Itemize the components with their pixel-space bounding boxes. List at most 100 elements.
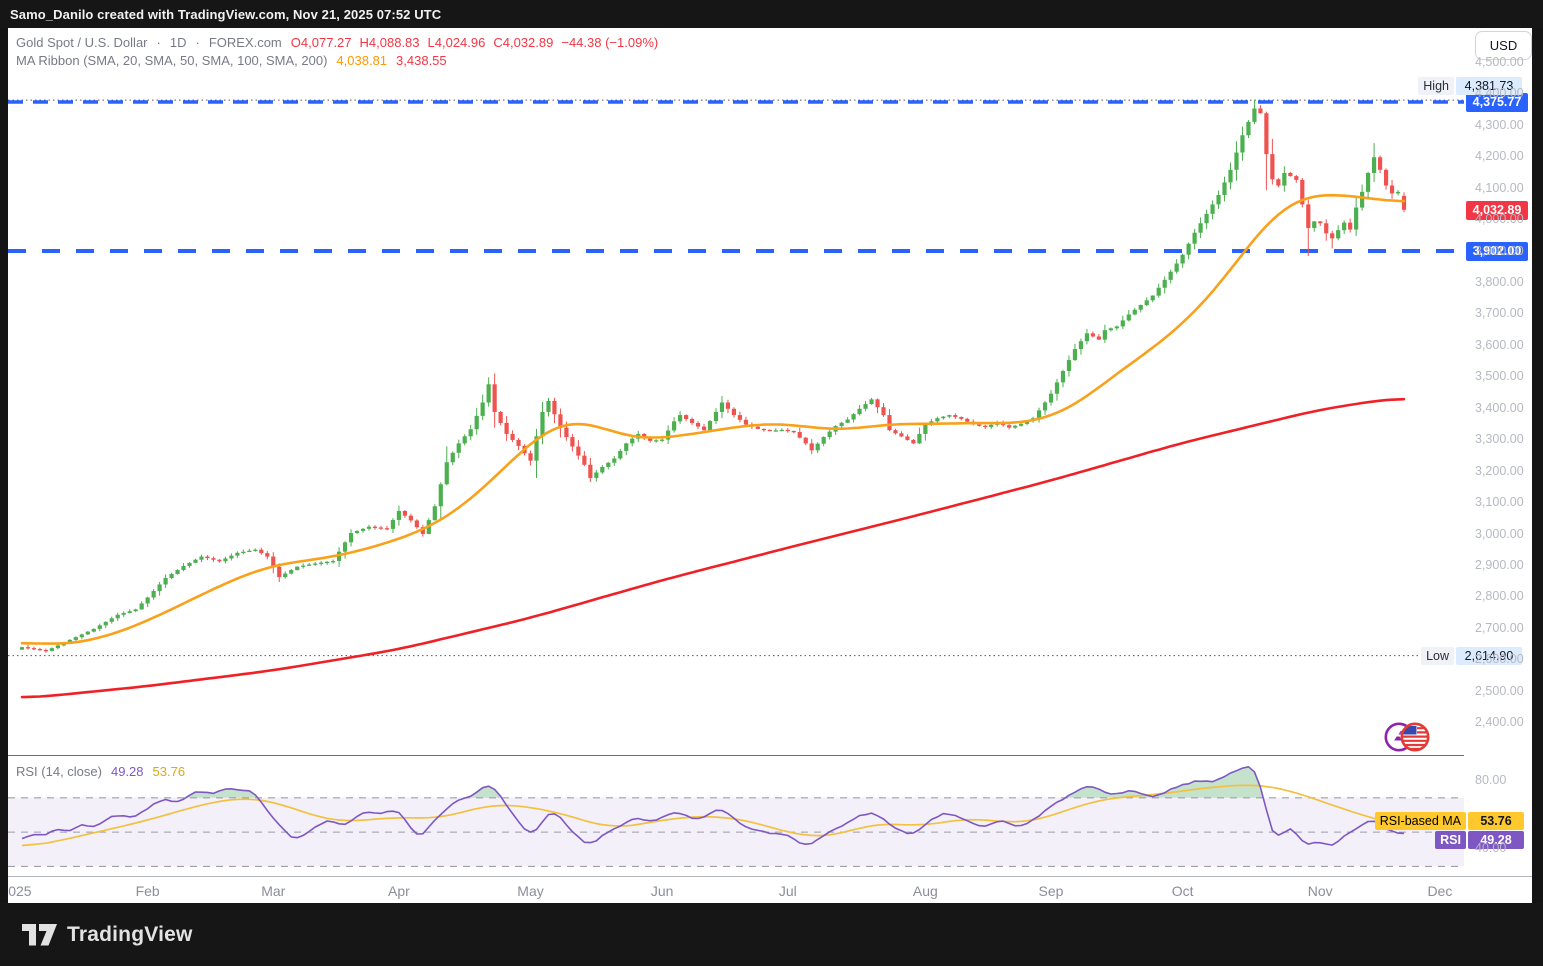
candle-body (761, 428, 766, 431)
candle-body (1114, 326, 1119, 329)
main-price-pane[interactable]: Gold Spot / U.S. Dollar · 1D · FOREX.com… (8, 28, 1464, 755)
candlestick-chart-canvas[interactable] (8, 28, 1464, 755)
candle-body (719, 402, 725, 412)
time-axis[interactable]: 2025 Feb Mar Apr May Jun Jul Aug Sep Oct Nov Dec (8, 876, 1532, 903)
low-word-chip: Low (1421, 646, 1454, 665)
price-axis-tick: 3,700.00 (1475, 306, 1524, 321)
price-axis[interactable]: USD 4,375.77 4,032.89 3,902.00 High 4,38… (1374, 28, 1532, 876)
candle-body (516, 439, 521, 446)
rsi-title[interactable]: RSI (14, close) (16, 764, 102, 779)
currency-unit-button[interactable]: USD (1475, 31, 1532, 60)
high-value-chip: 4,381.73 (1456, 77, 1522, 96)
candle-body (360, 528, 366, 531)
rsi-indicator-pane[interactable]: RSI (14, close) 49.28 53.76 (8, 756, 1464, 875)
candle-body (1258, 108, 1263, 114)
candle-body (1371, 157, 1377, 173)
rsi-chart-canvas[interactable] (8, 756, 1464, 875)
candle-body (402, 510, 407, 516)
candle-body (498, 411, 503, 423)
candles (19, 100, 1407, 653)
time-axis-label-2025: 2025 (8, 883, 32, 899)
candle-body (1324, 223, 1329, 234)
tradingview-logo-link[interactable]: TradingView (22, 923, 193, 947)
candle-body (450, 452, 455, 463)
candle-body (1240, 135, 1245, 153)
candle-body (977, 424, 982, 426)
candle-body (205, 556, 210, 559)
candle-body (1330, 233, 1335, 239)
pane-separator[interactable] (8, 755, 1532, 756)
ma-ribbon-title[interactable]: MA Ribbon (SMA, 20, SMA, 50, SMA, 100, S… (16, 53, 328, 68)
candle-body (157, 584, 162, 591)
rsi-legend: RSI (14, close) 49.28 53.76 (16, 764, 185, 779)
candle-body (887, 415, 892, 431)
candle-body (474, 415, 479, 430)
candle-body (564, 427, 569, 438)
sma200-line (20, 397, 1406, 699)
footer-bar: TradingView (0, 903, 1543, 966)
price-axis-tick: 4,500.00 (1475, 54, 1524, 69)
tradingview-logo-icon (22, 924, 57, 946)
candle-body (779, 429, 784, 432)
price-axis-tick: 3,100.00 (1475, 495, 1524, 510)
timeframe-label[interactable]: 1D (169, 35, 187, 50)
legend-separator: · (156, 35, 161, 50)
candle-body (863, 404, 868, 409)
price-axis-tick: 2,700.00 (1475, 620, 1524, 635)
candle-body (905, 436, 910, 440)
candle-body (1294, 176, 1299, 180)
candle-body (1401, 195, 1407, 210)
candle-body (654, 440, 659, 442)
candle-body (677, 415, 683, 422)
candle-body (432, 506, 437, 521)
candle-body (1060, 371, 1066, 383)
sma20-value: 4,038.81 (336, 53, 388, 68)
candle-body (73, 637, 78, 640)
low-value-chip: 2,614.90 (1456, 646, 1522, 665)
candle-body (366, 526, 372, 529)
candle-body (1019, 423, 1024, 426)
candle-body (576, 446, 581, 456)
rsi-ma-value-chip: 53.76 (1468, 811, 1524, 830)
candle-body (31, 648, 37, 650)
candle-body (133, 609, 138, 612)
candle-body (570, 437, 575, 447)
candle-body (1024, 421, 1030, 424)
symbol-title[interactable]: Gold Spot / U.S. Dollar (16, 35, 148, 50)
time-axis-label-jun: Jun (650, 883, 674, 899)
price-axis-tick: 3,300.00 (1475, 432, 1524, 447)
candle-body (211, 558, 216, 560)
time-axis-label-dec: Dec (1427, 883, 1453, 899)
time-axis-label-oct: Oct (1171, 883, 1194, 899)
price-axis-tick: 3,400.00 (1475, 400, 1524, 415)
candle-body (683, 415, 689, 420)
candle-body (97, 625, 102, 629)
rsi-line (21, 766, 1405, 846)
candle-body (983, 425, 988, 428)
high-value: H4,088.83 (359, 35, 420, 50)
candle-body (1228, 169, 1233, 183)
candle-body (707, 421, 713, 431)
price-axis-tick: 2,600.00 (1475, 652, 1524, 667)
candle-body (689, 419, 695, 423)
candle-body (121, 612, 126, 615)
sma200-value: 3,438.55 (396, 53, 447, 68)
attribution-text: Samo_Danilo created with TradingView.com… (10, 6, 442, 22)
candle-body (348, 533, 354, 543)
candle-body (701, 426, 707, 431)
rsi-ma-label-chip: RSI-based MA (1374, 811, 1466, 830)
candle-body (1144, 300, 1149, 306)
candle-body (319, 562, 324, 564)
candle-body (468, 429, 473, 437)
candle-body (1108, 328, 1113, 331)
candle-body (103, 621, 108, 626)
candle-body (1048, 393, 1054, 403)
candle-body (1360, 191, 1365, 208)
candle-body (1078, 341, 1084, 350)
candle-body (1120, 320, 1125, 327)
candle-body (384, 528, 390, 530)
candle-body (630, 438, 635, 444)
price-axis-tick: 2,900.00 (1475, 558, 1524, 573)
symbol-pair-icon (1384, 722, 1430, 752)
